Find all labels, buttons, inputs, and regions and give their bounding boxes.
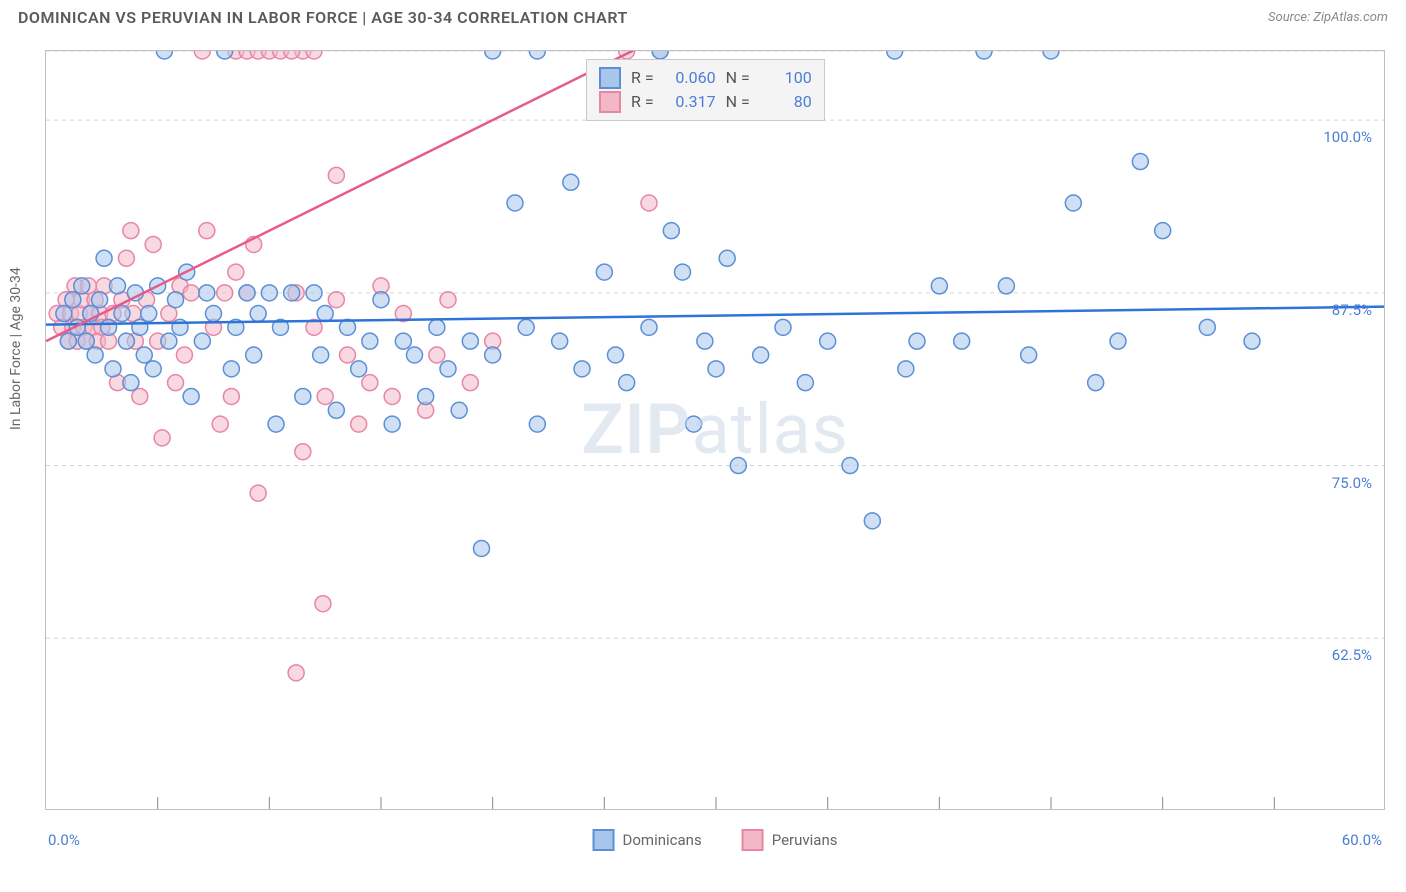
source-attribution: Source: ZipAtlas.com [1268,10,1388,25]
dominicans-swatch [599,67,621,89]
y-tick-label: 75.0% [1332,474,1372,492]
stat-r-value: 0.060 [664,66,716,90]
stat-n-value: 100 [760,66,812,90]
stat-n-label: N = [726,90,750,114]
stat-r-value: 0.317 [664,90,716,114]
stats-row-peruvians: R = 0.317 N = 80 [599,90,812,114]
chart-title: DOMINICAN VS PERUVIAN IN LABOR FORCE | A… [18,8,628,27]
stat-r-label: R = [631,66,654,90]
legend-item-peruvians: Peruvians [742,829,838,851]
legend-item-dominicans: Dominicans [593,829,702,851]
legend-label: Peruvians [772,831,838,849]
chart-area: ZIPatlas R = 0.060 N = 100 R = 0.317 N =… [45,50,1385,810]
peruvians-swatch [599,91,621,113]
x-tick-label: 60.0% [1342,831,1382,849]
stats-row-dominicans: R = 0.060 N = 100 [599,66,812,90]
dominicans-swatch [593,829,615,851]
scatter-plot [46,51,1384,809]
legend: Dominicans Peruvians [593,829,838,851]
legend-label: Dominicans [623,831,702,849]
y-tick-label: 62.5% [1332,646,1372,664]
stat-n-label: N = [726,66,750,90]
stat-r-label: R = [631,90,654,114]
y-tick-label: 100.0% [1323,128,1372,146]
y-axis-label: In Labor Force | Age 30-34 [8,267,24,430]
x-tick-label: 0.0% [48,831,80,849]
peruvians-swatch [742,829,764,851]
stat-n-value: 80 [760,90,812,114]
y-tick-label: 87.5% [1332,301,1372,319]
correlation-stats-box: R = 0.060 N = 100 R = 0.317 N = 80 [586,59,825,121]
